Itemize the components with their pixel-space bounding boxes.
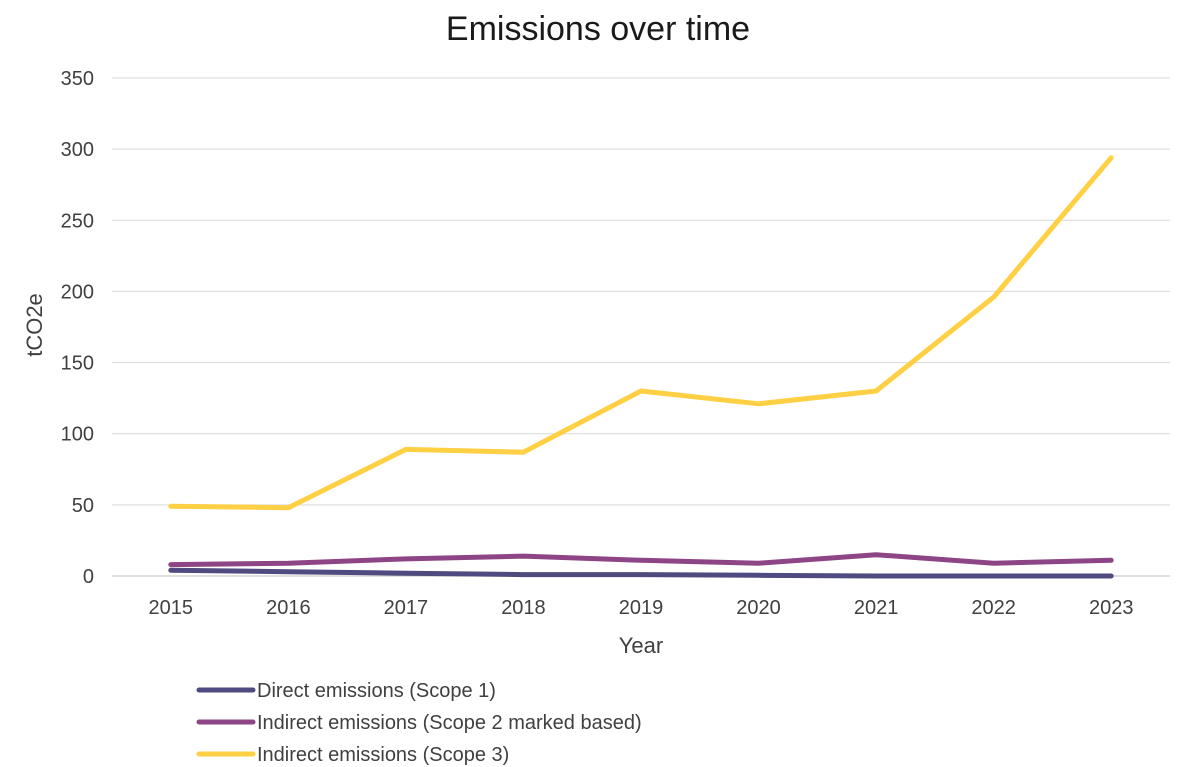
y-axis-label: tCO2e [22, 293, 47, 357]
x-tick-label: 2019 [619, 597, 664, 619]
legend-label-0: Direct emissions (Scope 1) [257, 680, 496, 702]
series-lines [168, 155, 1114, 579]
series-line-1 [168, 552, 1114, 568]
y-tick-label: 250 [61, 210, 94, 232]
legend-label-2: Indirect emissions (Scope 3) [257, 744, 509, 766]
series-line-2 [168, 155, 1114, 511]
y-tick-label: 200 [61, 281, 94, 303]
x-axis-label: Year [619, 633, 663, 658]
x-tick-label: 2015 [149, 597, 194, 619]
x-tick-label: 2020 [736, 597, 781, 619]
y-tick-label: 50 [72, 495, 94, 517]
series-line-0 [168, 567, 1114, 579]
x-tick-label: 2018 [501, 597, 546, 619]
y-tick-label: 0 [83, 566, 94, 588]
y-axis-tick-labels: 0 50 100 150 200 250 300 350 [61, 68, 94, 588]
y-tick-label: 350 [61, 68, 94, 90]
y-tick-label: 150 [61, 353, 94, 375]
legend: Direct emissions (Scope 1) Indirect emiss… [196, 680, 642, 766]
chart-title: Emissions over time [446, 10, 750, 48]
x-tick-label: 2021 [854, 597, 899, 619]
x-tick-label: 2016 [266, 597, 311, 619]
legend-label-1: Indirect emissions (Scope 2 marked based… [257, 712, 642, 734]
x-tick-label: 2017 [384, 597, 429, 619]
y-tick-label: 100 [61, 424, 94, 446]
gridlines [112, 77, 1170, 577]
x-tick-label: 2022 [971, 597, 1016, 619]
x-axis-tick-labels: 2015 2016 2017 2018 2019 2020 2021 2022 2023 [149, 597, 1134, 619]
y-tick-label: 300 [61, 139, 94, 161]
x-tick-label: 2023 [1089, 597, 1134, 619]
